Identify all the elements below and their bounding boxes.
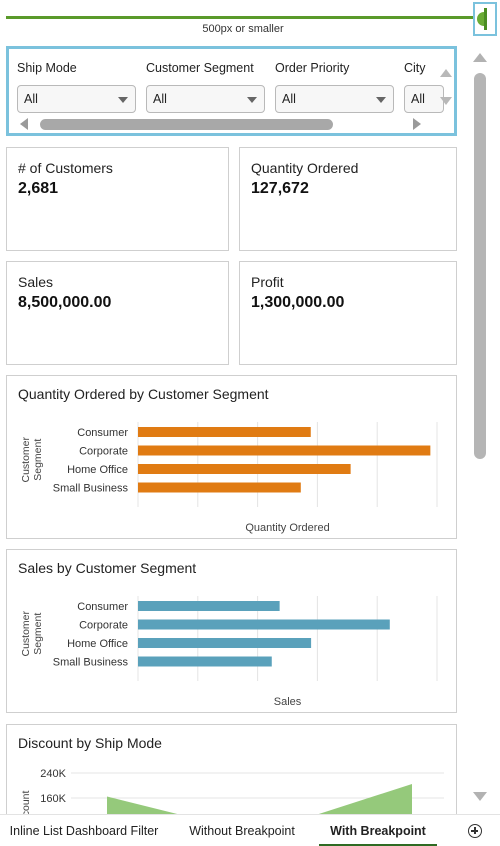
chevron-down-icon — [376, 97, 386, 103]
kpi-tile-quantity[interactable]: Quantity Ordered 127,672 — [239, 147, 457, 251]
filter-label: Order Priority — [275, 61, 350, 75]
category-label: Consumer — [77, 427, 128, 439]
category-label: Home Office — [67, 464, 128, 476]
filter-scroll-up-icon[interactable] — [440, 69, 452, 77]
bar-chart-quantity: Consumer Corporate Home Office Small Busine… — [20, 422, 438, 534]
scroll-right-icon[interactable] — [413, 118, 421, 130]
kpi-value: 8,500,000.00 — [18, 294, 112, 311]
bar-chart-sales: Consumer Corporate Home Office Small Busine… — [20, 596, 438, 708]
area-chart-discount: 240K 160K Discount — [20, 768, 444, 814]
horizontal-scrollbar-thumb[interactable] — [40, 119, 333, 130]
tab-without-breakpoint[interactable]: Without Breakpoint — [189, 824, 295, 838]
filter-label: Ship Mode — [17, 61, 77, 75]
kpi-tile-sales[interactable]: Sales 8,500,000.00 — [6, 261, 229, 365]
chart-title: Discount by Ship Mode — [18, 735, 162, 751]
kpi-label: # of Customers — [18, 160, 113, 176]
y-tick-label: 160K — [40, 793, 66, 805]
filter-value: All — [282, 92, 296, 106]
chart-title: Sales by Customer Segment — [18, 560, 197, 576]
scroll-left-icon[interactable] — [20, 118, 28, 130]
customer-segment-select[interactable]: All — [146, 85, 265, 113]
vertical-scrollbar-thumb[interactable] — [474, 73, 486, 459]
tab-inline-list-dashboard-filter[interactable]: Inline List Dashboard Filter — [9, 824, 159, 838]
filter-customer-segment: Customer Segment All — [146, 61, 266, 113]
tab-with-breakpoint[interactable]: With Breakpoint — [319, 815, 437, 846]
category-label: Corporate — [79, 620, 128, 632]
category-label: Small Business — [53, 483, 129, 495]
filter-scroll-down-icon[interactable] — [440, 97, 452, 105]
kpi-value: 2,681 — [18, 180, 59, 197]
y-tick-label: 240K — [40, 768, 66, 780]
scroll-up-icon[interactable] — [473, 53, 487, 62]
area-series — [107, 783, 412, 814]
filter-ship-mode: Ship Mode All — [17, 61, 137, 113]
breakpoint-label: 500px or smaller — [202, 23, 284, 35]
category-label: Consumer — [77, 601, 128, 613]
kpi-label: Quantity Ordered — [251, 160, 359, 176]
breakpoint-ruler: 500px or smaller — [0, 0, 500, 40]
bar-small-business — [138, 656, 272, 667]
bar-small-business — [138, 482, 301, 493]
tab-bar: Inline List Dashboard Filter Without Bre… — [0, 814, 500, 846]
category-label: Small Business — [53, 657, 129, 669]
x-axis-title: Quantity Ordered — [245, 522, 329, 534]
city-select[interactable]: All — [404, 85, 444, 113]
bar-corporate — [138, 445, 431, 456]
filter-value: All — [24, 92, 38, 106]
filter-value: All — [153, 92, 167, 106]
chart-card-sales[interactable]: Consumer Corporate Home Office Small Busine… — [6, 549, 457, 713]
kpi-value: 127,672 — [251, 180, 309, 197]
filter-label: Customer Segment — [146, 61, 254, 75]
y-axis-title: Discount — [20, 790, 32, 814]
kpi-label: Sales — [18, 274, 54, 290]
ship-mode-select[interactable]: All — [17, 85, 136, 113]
kpi-tile-customers[interactable]: # of Customers 2,681 — [6, 147, 229, 251]
bar-consumer — [138, 427, 311, 437]
filter-value: All — [411, 92, 425, 106]
chevron-down-icon — [118, 97, 128, 103]
breakpoint-line — [6, 16, 476, 19]
bar-corporate — [138, 619, 390, 630]
bar-consumer — [138, 601, 280, 611]
bar-home-office — [138, 638, 312, 648]
kpi-label: Profit — [251, 274, 284, 290]
scroll-down-icon[interactable] — [473, 792, 487, 801]
y-axis-title: CustomerSegment — [20, 436, 44, 482]
chart-card-quantity[interactable]: Consumer Corporate Home Office Small Busine… — [6, 375, 457, 539]
filter-city: City All — [404, 61, 444, 113]
filter-bar: Ship Mode All Customer Segment All Order… — [6, 46, 457, 136]
x-axis-title: Sales — [274, 696, 302, 708]
kpi-value: 1,300,000.00 — [251, 294, 345, 311]
chart-title: Quantity Ordered by Customer Segment — [18, 386, 269, 402]
y-axis-title: CustomerSegment — [20, 610, 44, 656]
category-label: Home Office — [67, 638, 128, 650]
breakpoint-handle-icon[interactable] — [473, 2, 497, 36]
filter-label: City — [404, 61, 426, 75]
chart-card-discount[interactable]: 240K 160K Discount Discount by Ship Mode — [6, 724, 457, 814]
add-tab-icon[interactable] — [468, 824, 482, 838]
filter-order-priority: Order Priority All — [275, 61, 395, 113]
chevron-down-icon — [247, 97, 257, 103]
kpi-tile-profit[interactable]: Profit 1,300,000.00 — [239, 261, 457, 365]
bar-home-office — [138, 464, 351, 474]
category-label: Corporate — [79, 446, 128, 458]
order-priority-select[interactable]: All — [275, 85, 394, 113]
